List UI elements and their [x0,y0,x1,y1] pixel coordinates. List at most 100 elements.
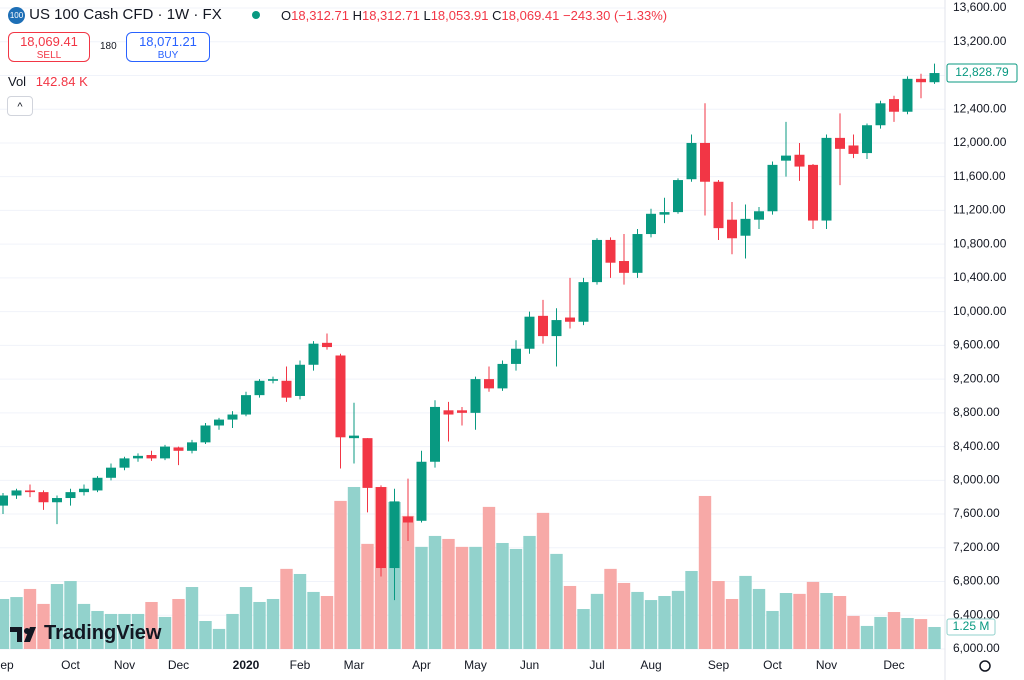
last-price-label: 12,828.79 [955,65,1009,79]
volume-bar [307,591,320,649]
last-price-box [946,63,1018,83]
candle-body [362,438,373,488]
volume-bar [91,610,104,649]
candle-body [511,348,521,364]
brand-icon [10,626,36,642]
candle-body [646,213,656,235]
volume-bar [320,595,334,649]
volume-bar [131,613,145,649]
candle-body [430,406,440,462]
volume-bar [739,575,752,649]
volume-bar [185,587,199,649]
x-tick-label: Oct [763,658,782,672]
candle-body [160,446,170,459]
x-tick-label: Nov [114,658,135,672]
candle-body [281,380,292,398]
o-label: O [281,8,292,23]
candle-body [349,435,359,439]
sell-button[interactable]: 18,069.41 SELL [8,32,90,62]
brand-name: TradingView [44,622,162,644]
volume-bar [617,582,631,649]
candle-body [835,137,845,149]
volume-bar [469,546,482,649]
x-tick-label: Jul [589,658,604,672]
volume-bar [779,593,793,649]
market-status [252,11,260,19]
x-tick-label: May [464,658,487,672]
x-tick-label: Aug [640,658,661,672]
h-value: 18,312.71 [361,8,420,23]
candle-body [416,461,427,521]
x-tick-label: Jun [520,658,539,672]
candle-body [686,142,697,180]
volume-bar [712,581,725,649]
collapse-button[interactable]: ^ [7,96,33,116]
volume-bar [590,593,604,649]
volume-bar [428,535,442,649]
candle-body [119,458,130,468]
candle-body [0,495,8,506]
volume-bar [820,593,833,649]
candle-body [821,137,832,221]
volume-bar [239,587,253,649]
candle-body [659,212,670,215]
brand: TradingView [10,622,161,645]
volume-bar [23,588,37,649]
candle-body [457,410,467,413]
candle-body [335,355,346,438]
candle-body [565,317,575,322]
volume-bar [874,616,887,649]
candle-body [781,155,791,161]
volume-bar [482,506,496,649]
candle-body [889,99,899,112]
y-tick-label: 6,800.00 [953,574,1000,588]
y-tick-label: 9,600.00 [953,338,1000,352]
x-tick-label: Sep [708,658,730,672]
volume-bar [914,619,928,649]
h-label: H [352,8,362,23]
l-label: L [423,8,431,23]
candle-body [578,282,589,322]
volume-bar [50,584,64,649]
volume-bar [158,616,172,649]
volume-header: Vol 142.84 K [8,74,88,89]
volume-bar [766,610,779,649]
o-value: 18,312.71 [291,8,349,23]
candle-body [875,103,886,126]
x-tick-label: 2020 [233,658,260,672]
y-tick-label: 6,000.00 [953,641,1000,655]
buy-button[interactable]: 18,071.21 BUY [126,32,210,62]
volume-bar [671,590,685,649]
candle-body [200,425,211,443]
y-tick-label: 11,600.00 [953,169,1006,183]
volume-bar [226,613,239,649]
candle-body [551,320,562,337]
volume-bar [199,621,212,649]
y-tick-label: 12,400.00 [953,101,1007,115]
candle-body [484,379,494,389]
x-tick-label: Oct [61,658,80,672]
volume-bar [172,598,185,649]
candle-body [848,145,859,154]
buy-price: 18,071.21 [139,34,197,49]
candle-body [376,487,386,569]
volume-bar [604,568,617,649]
volume-bar [415,546,428,649]
volume-bar [563,585,577,649]
candle-body [862,125,872,154]
candle-body [538,315,548,337]
candle-body [470,379,481,413]
candle-body [11,490,22,496]
candle-body [673,180,683,213]
volume-bar [752,588,766,649]
y-tick-label: 10,800.00 [953,236,1007,250]
candle-body [65,492,76,499]
spread: 180 [100,41,117,52]
volume-bar [401,515,415,649]
candle-body [740,218,751,236]
volume-bar [212,628,226,649]
y-tick-label: 8,800.00 [953,405,1000,419]
y-tick-label: 8,400.00 [953,439,1000,453]
